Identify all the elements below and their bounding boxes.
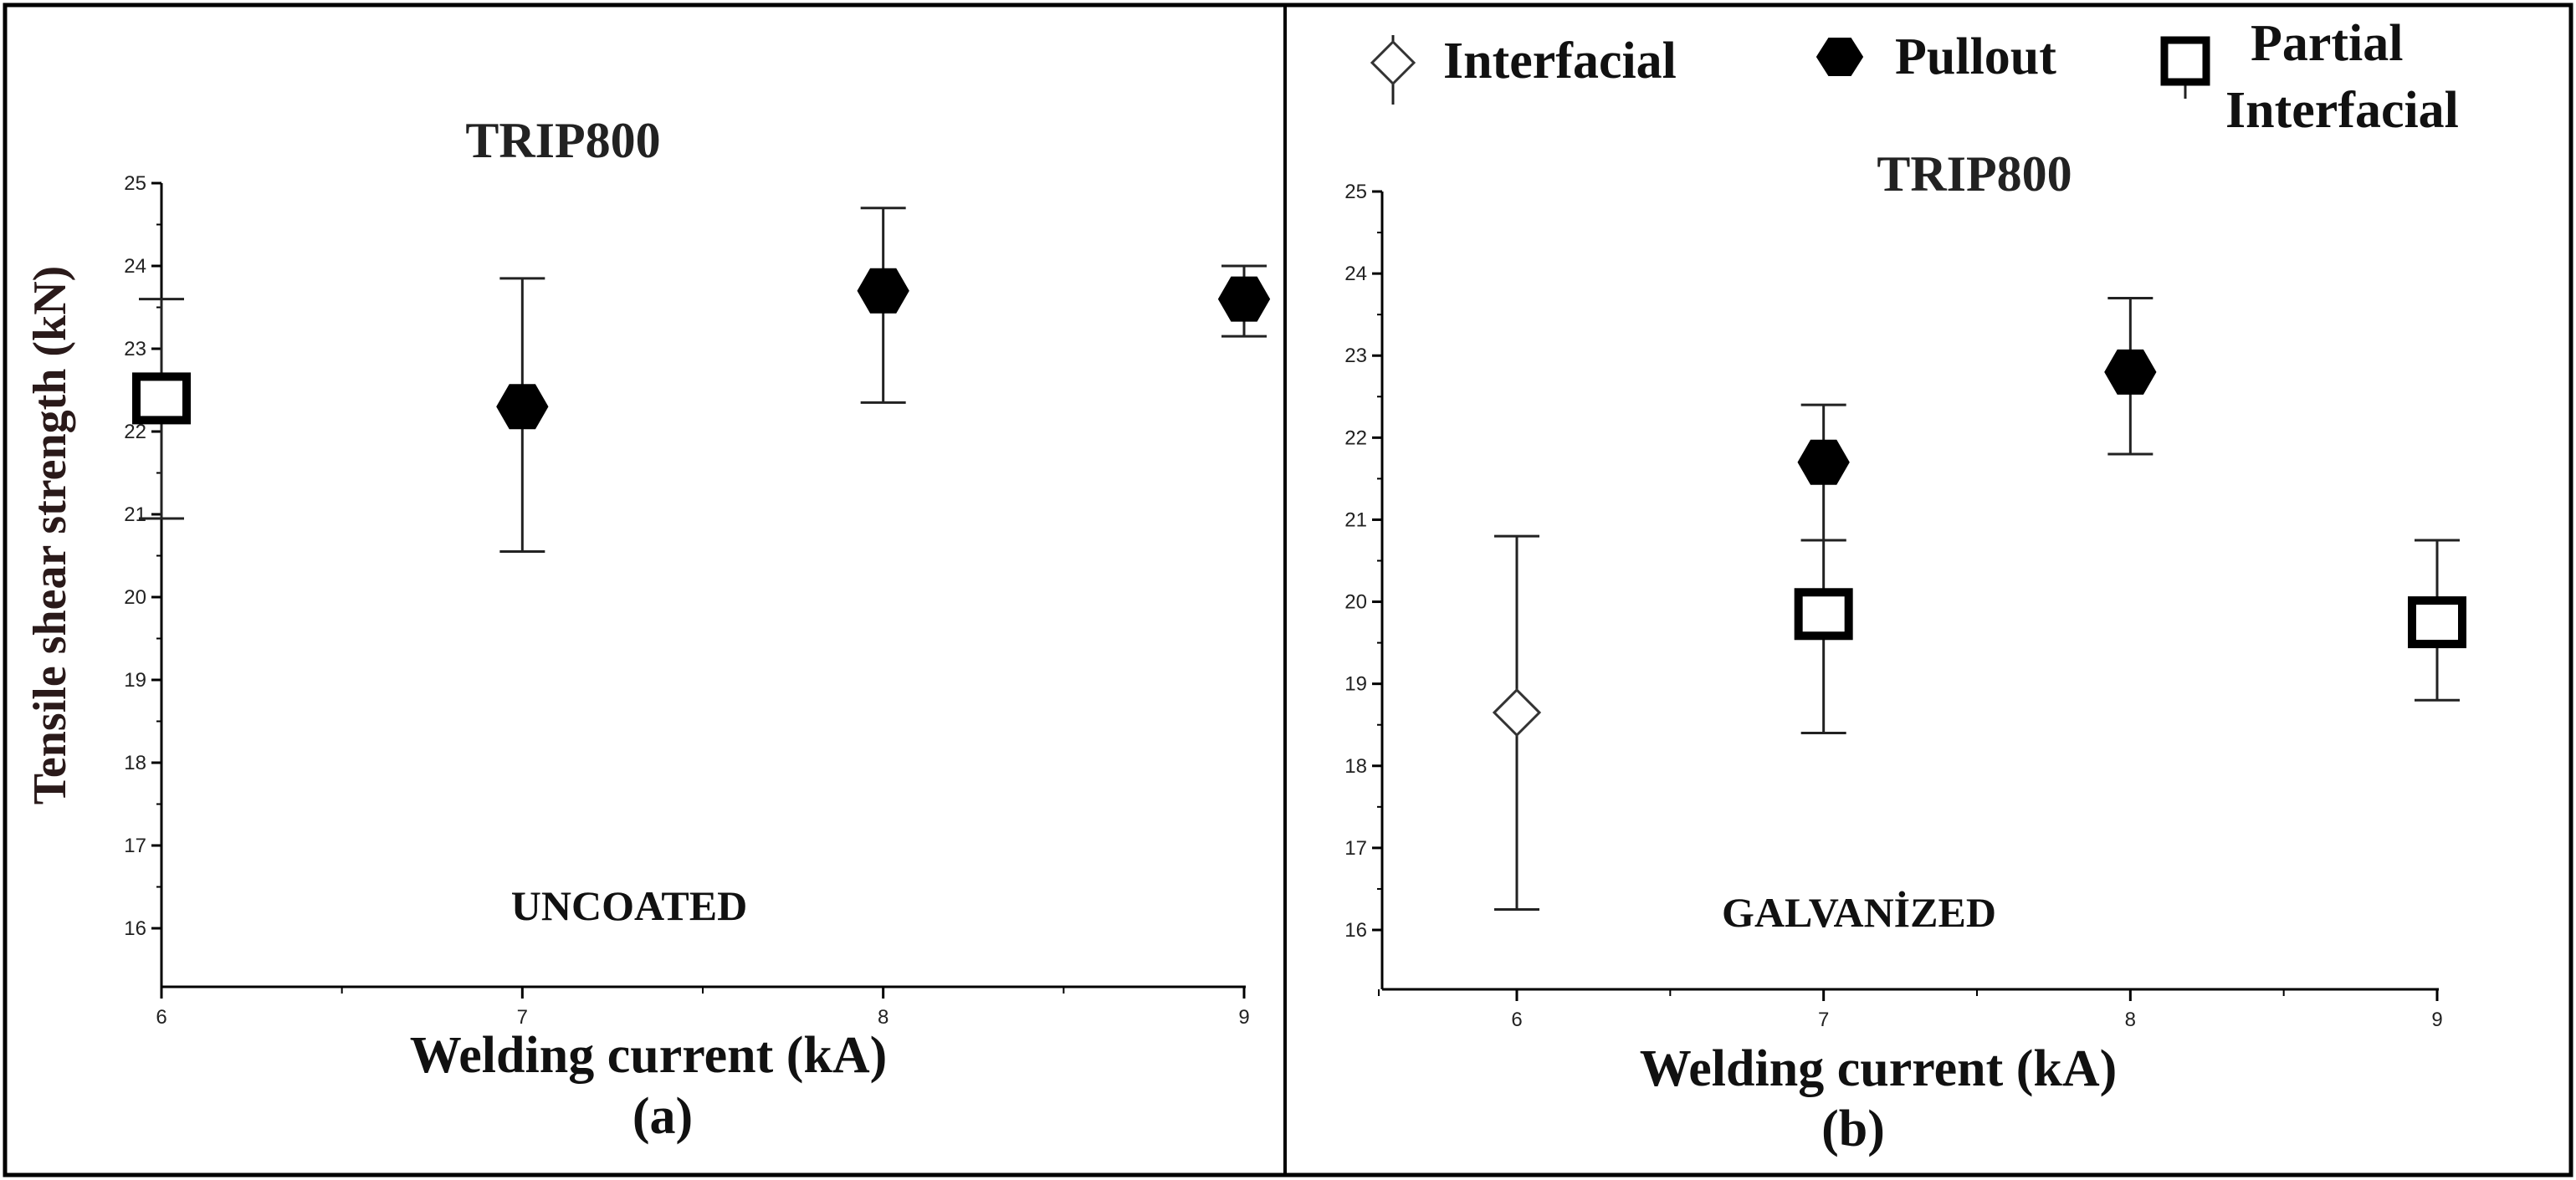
x-tick-label: 9 bbox=[2431, 1009, 2442, 1031]
y-tick-label: 23 bbox=[1344, 345, 1367, 367]
panel-a: TRIP800 UNCOATED Welding current (kA) (a… bbox=[24, 113, 1271, 1145]
panel-a-annotation: UNCOATED bbox=[511, 882, 747, 929]
y-tick-label: 23 bbox=[124, 338, 146, 360]
y-tick-label: 18 bbox=[124, 752, 146, 774]
x-tick-label: 8 bbox=[2125, 1009, 2136, 1031]
panel-b-xlabel: Welding current (kA) bbox=[1640, 1040, 2118, 1097]
y-tick-label: 25 bbox=[124, 172, 146, 195]
legend: Interfacial Pullout Partial Interfacial bbox=[1370, 15, 2459, 139]
y-tick-label: 17 bbox=[124, 835, 146, 857]
y-tick-label: 20 bbox=[1344, 591, 1367, 614]
legend-pullout-hexagon-icon bbox=[1815, 38, 1864, 76]
data-point-pullout bbox=[857, 268, 909, 314]
panel-b-marks bbox=[1492, 297, 2466, 911]
data-point-partial-interfacial bbox=[1794, 588, 1853, 641]
y-tick-label: 25 bbox=[1344, 181, 1367, 203]
x-tick-label: 8 bbox=[878, 1006, 889, 1029]
y-tick-label: 20 bbox=[124, 586, 146, 609]
figure-frame bbox=[3, 3, 2573, 1177]
y-tick-label: 22 bbox=[1344, 427, 1367, 449]
data-point-pullout bbox=[2104, 349, 2157, 395]
legend-partial-square-icon bbox=[2160, 36, 2210, 86]
panel-a-marks bbox=[132, 207, 1271, 554]
legend-interfacial-diamond-icon bbox=[1370, 39, 1416, 86]
y-tick-label: 17 bbox=[1344, 837, 1367, 860]
data-point-pullout bbox=[1797, 439, 1850, 485]
panel-a-label: (a) bbox=[632, 1088, 693, 1145]
y-tick-label: 24 bbox=[1344, 263, 1367, 285]
y-tick-label: 16 bbox=[1344, 919, 1367, 942]
panel-a-xlabel: Welding current (kA) bbox=[410, 1027, 888, 1084]
y-tick-label: 22 bbox=[124, 421, 146, 443]
legend-item-interfacial: Interfacial bbox=[1370, 33, 1677, 105]
y-tick-label: 19 bbox=[124, 669, 146, 692]
x-tick-label: 7 bbox=[517, 1006, 528, 1029]
panel-b-axes: 16 17 18 19 20 21 22 23 24 25 6 7 8 9 bbox=[1344, 181, 2442, 1031]
legend-partial-label-line2: Interfacial bbox=[2225, 82, 2459, 139]
legend-interfacial-label: Interfacial bbox=[1443, 33, 1677, 89]
panel-b: TRIP800 GALVANİZED Welding current (kA) … bbox=[1344, 146, 2466, 1157]
panel-a-title: TRIP800 bbox=[465, 113, 660, 168]
legend-item-pullout: Pullout bbox=[1815, 28, 2056, 85]
x-tick-label: 9 bbox=[1238, 1006, 1249, 1029]
y-tick-label: 16 bbox=[124, 917, 146, 940]
x-tick-label: 6 bbox=[1511, 1009, 1522, 1031]
legend-pullout-label: Pullout bbox=[1895, 28, 2056, 85]
legend-partial-label-line1: Partial bbox=[2251, 15, 2404, 72]
y-tick-label: 24 bbox=[124, 255, 146, 278]
y-tick-label: 19 bbox=[1344, 673, 1367, 696]
panel-b-label: (b) bbox=[1821, 1101, 1885, 1157]
legend-item-partial-interfacial: Partial Interfacial bbox=[2160, 15, 2459, 139]
y-tick-label: 18 bbox=[1344, 755, 1367, 778]
y-tick-label: 21 bbox=[124, 503, 146, 526]
data-point-pullout bbox=[1217, 276, 1271, 322]
y-tick-label: 21 bbox=[1344, 508, 1367, 531]
data-point-partial-interfacial bbox=[2408, 596, 2466, 649]
data-point-interfacial bbox=[1492, 687, 1542, 738]
data-point-partial-interfacial bbox=[132, 372, 191, 425]
data-point-pullout bbox=[496, 384, 549, 430]
x-tick-label: 7 bbox=[1818, 1009, 1829, 1031]
panel-a-ylabel: Tensile shear strength (kN) bbox=[24, 266, 76, 805]
x-tick-label: 6 bbox=[156, 1006, 166, 1029]
panel-b-title: TRIP800 bbox=[1877, 146, 2072, 202]
panel-b-annotation: GALVANİZED bbox=[1722, 889, 1996, 936]
